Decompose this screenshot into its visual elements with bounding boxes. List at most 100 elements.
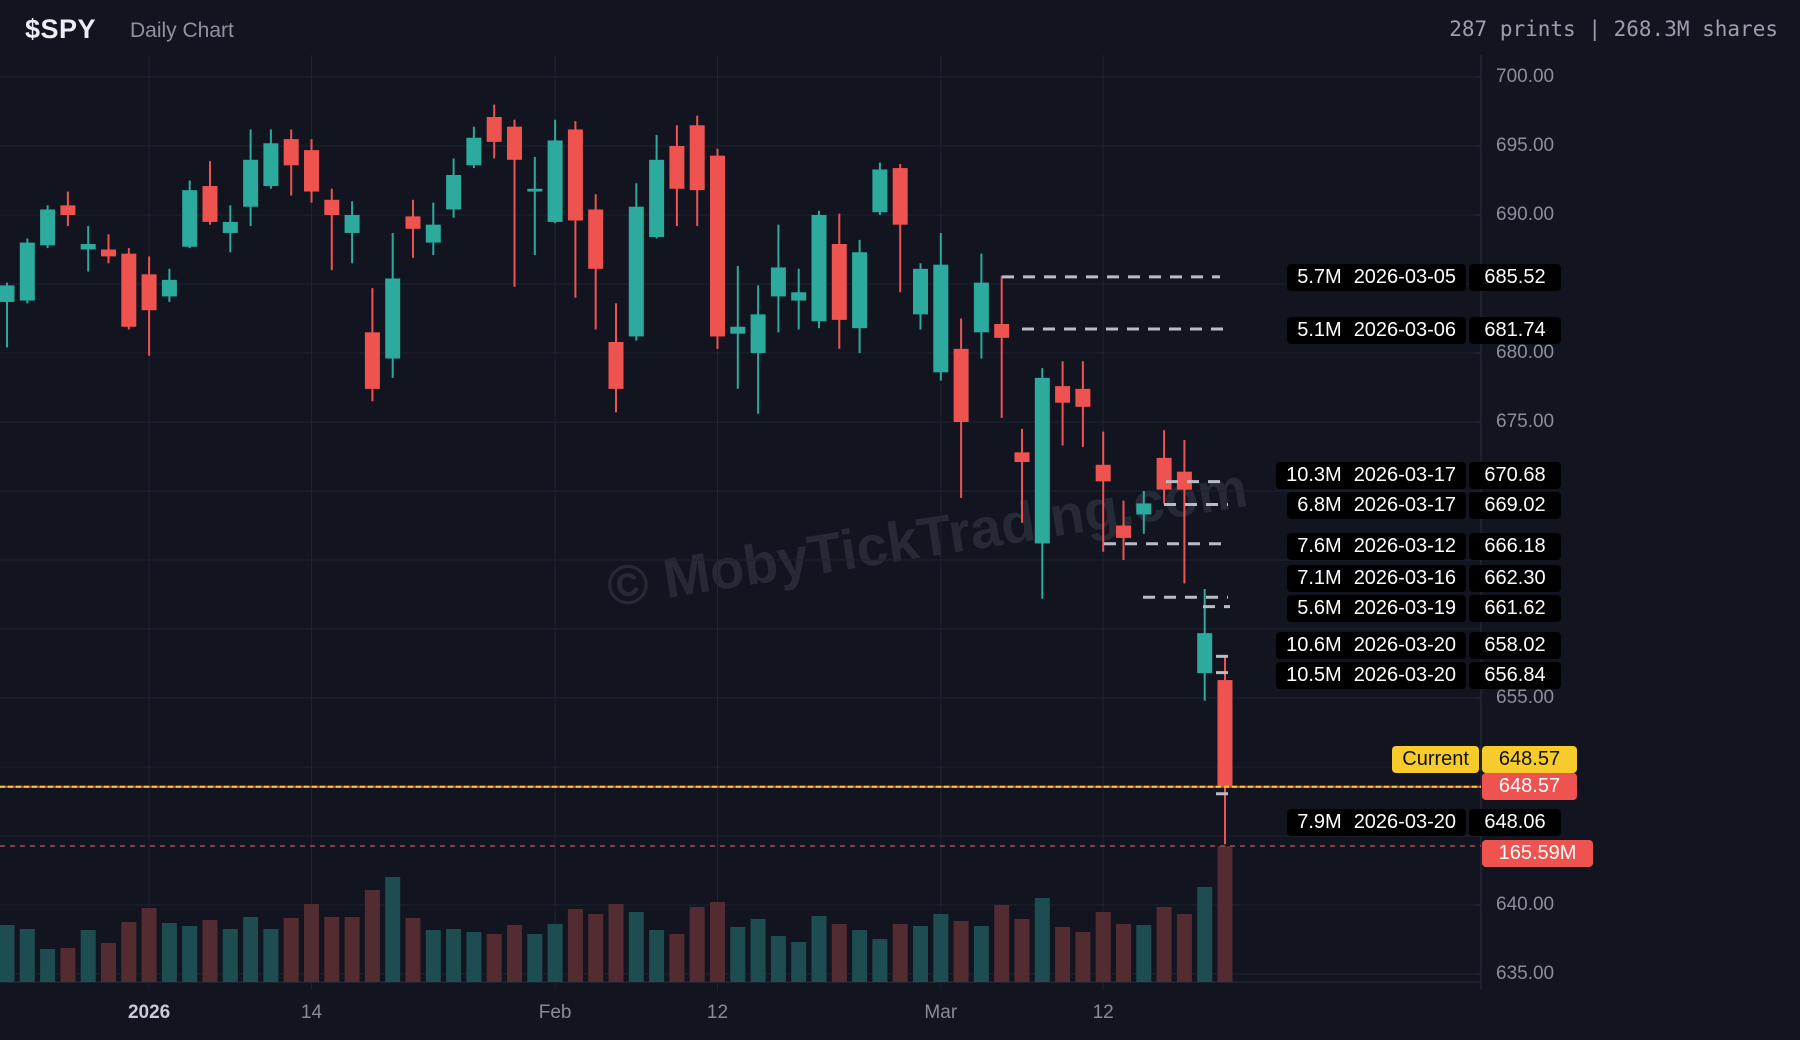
candle-body	[1034, 377, 1050, 544]
volume-bar	[689, 907, 705, 982]
volume-bar	[750, 919, 766, 982]
volume-bar	[1156, 907, 1172, 982]
volume-bar	[283, 918, 299, 982]
print-date: 2026-03-20	[1353, 633, 1456, 656]
print-date: 2026-03-12	[1353, 534, 1456, 557]
volume-bar	[101, 943, 116, 982]
candle-body	[324, 199, 340, 215]
candle-body	[101, 249, 116, 257]
price-axis-label: 640.00	[1496, 894, 1555, 915]
print-level-row: 7.6M 2026-03-12 666.18	[1287, 532, 1561, 560]
volume-bar	[1055, 927, 1071, 982]
time-axis-label: 2026	[127, 1002, 171, 1023]
volume-bar	[222, 929, 238, 982]
time-axis-label: 12	[706, 1002, 729, 1023]
candle-body	[689, 125, 705, 191]
print-level-label: 10.5M 2026-03-20	[1276, 661, 1466, 689]
candle-body	[913, 268, 928, 315]
candle-body	[750, 314, 766, 353]
print-price-box: 656.84	[1469, 661, 1561, 689]
print-date: 2026-03-05	[1353, 265, 1456, 288]
volume-bar	[263, 929, 279, 982]
volume-bar	[304, 904, 319, 982]
volume-bar	[527, 934, 543, 982]
print-price-box: 662.30	[1469, 564, 1561, 592]
volume-bar	[1034, 898, 1050, 982]
candle-body	[567, 129, 583, 221]
last-price-row: 648.57	[1482, 773, 1577, 801]
candle-body	[80, 243, 96, 250]
candle-body	[669, 146, 685, 189]
candle-body	[425, 224, 441, 243]
candle-body	[1197, 633, 1213, 674]
candle-body	[121, 253, 137, 327]
volume-bar	[40, 949, 56, 982]
candle-body	[405, 216, 421, 229]
volume-bar	[364, 890, 380, 982]
price-axis-label: 680.00	[1496, 342, 1555, 363]
candle-body	[1156, 457, 1172, 490]
volume-bar	[19, 929, 35, 982]
candle-body	[1217, 680, 1233, 787]
volume-bar	[852, 930, 868, 982]
print-level-row: 6.8M 2026-03-17 669.02	[1287, 491, 1561, 519]
print-level-row: 10.5M 2026-03-20 656.84	[1276, 661, 1561, 689]
candle-body	[811, 215, 827, 322]
candle-body	[141, 274, 157, 311]
candle-body	[304, 150, 319, 192]
candle-body	[243, 159, 259, 207]
volume-bar	[669, 934, 685, 982]
candle-body	[222, 221, 238, 233]
volume-bar	[872, 939, 888, 982]
candle-body	[202, 186, 218, 222]
volume-bar	[80, 930, 96, 982]
volume-bar	[60, 948, 76, 982]
candle-body	[1116, 525, 1131, 538]
current-price-row: Current 648.57	[1392, 745, 1577, 773]
current-price-badge: 648.57	[1482, 745, 1577, 773]
print-volume: 5.6M	[1297, 596, 1342, 619]
print-date: 2026-03-20	[1353, 663, 1456, 686]
candle-body	[344, 215, 360, 233]
print-date: 2026-03-16	[1353, 566, 1456, 589]
volume-bar	[1075, 932, 1091, 982]
candle-body	[364, 332, 380, 389]
candle-body	[182, 190, 198, 247]
volume-bar	[425, 930, 441, 982]
candle-body	[710, 155, 725, 337]
candle-body	[628, 206, 644, 337]
print-price-box: 681.74	[1469, 316, 1561, 344]
candle-body	[547, 140, 563, 222]
volume-bar	[933, 914, 949, 982]
price-axis-label: 675.00	[1496, 411, 1555, 432]
print-volume: 6.8M	[1297, 493, 1342, 516]
candle-body	[507, 126, 522, 160]
print-level-label: 7.6M 2026-03-12	[1287, 532, 1466, 560]
volume-bar	[973, 926, 989, 982]
price-axis-label: 700.00	[1496, 66, 1555, 87]
print-level-row: 10.6M 2026-03-20 658.02	[1276, 631, 1561, 659]
print-volume: 7.9M	[1297, 810, 1342, 833]
volume-bar	[831, 924, 847, 982]
volume-bar	[1217, 846, 1233, 982]
volume-bar	[892, 924, 908, 982]
candle-body	[283, 139, 299, 166]
volume-bar	[608, 904, 624, 982]
candle-body	[1136, 503, 1152, 515]
chart-header: $SPY Daily Chart 287 prints | 268.3M sha…	[0, 0, 1800, 56]
volume-bar	[811, 916, 827, 982]
current-volume-row: 165.59M	[1482, 839, 1593, 867]
candle-body	[385, 278, 401, 359]
volume-bar	[770, 936, 786, 982]
candle-body	[161, 279, 177, 297]
price-axis-label: 695.00	[1496, 135, 1555, 156]
candle-body	[953, 348, 969, 422]
candle-body	[933, 264, 949, 373]
candle-body	[1055, 386, 1071, 403]
candle-body	[263, 143, 279, 187]
volume-bar	[994, 905, 1010, 982]
volume-bar	[649, 930, 665, 982]
candle-body	[852, 252, 868, 329]
print-volume: 10.6M	[1286, 633, 1342, 656]
